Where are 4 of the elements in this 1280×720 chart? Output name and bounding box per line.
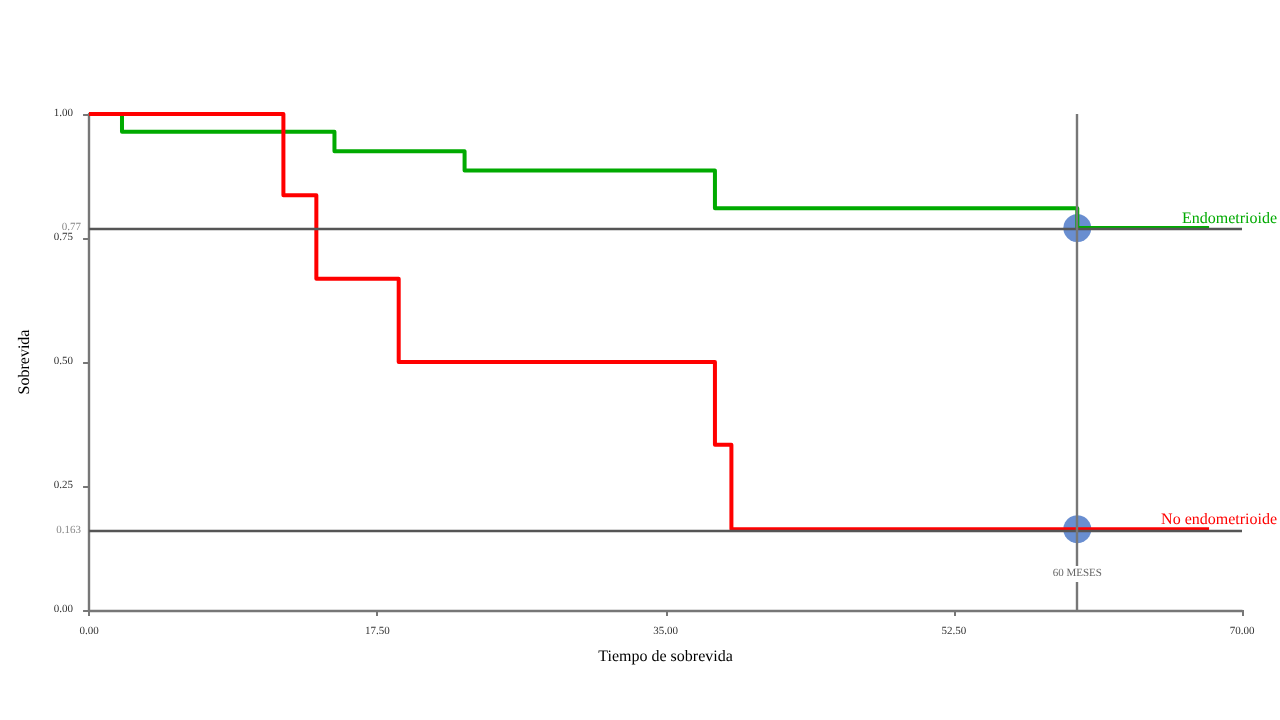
y-axis-title: Sobrevida	[15, 328, 33, 395]
series-label: Endometrioide	[1181, 209, 1278, 228]
series-label: No endometrioide	[1161, 510, 1278, 529]
x-axis-title: Tiempo de sobrevida	[598, 646, 734, 665]
